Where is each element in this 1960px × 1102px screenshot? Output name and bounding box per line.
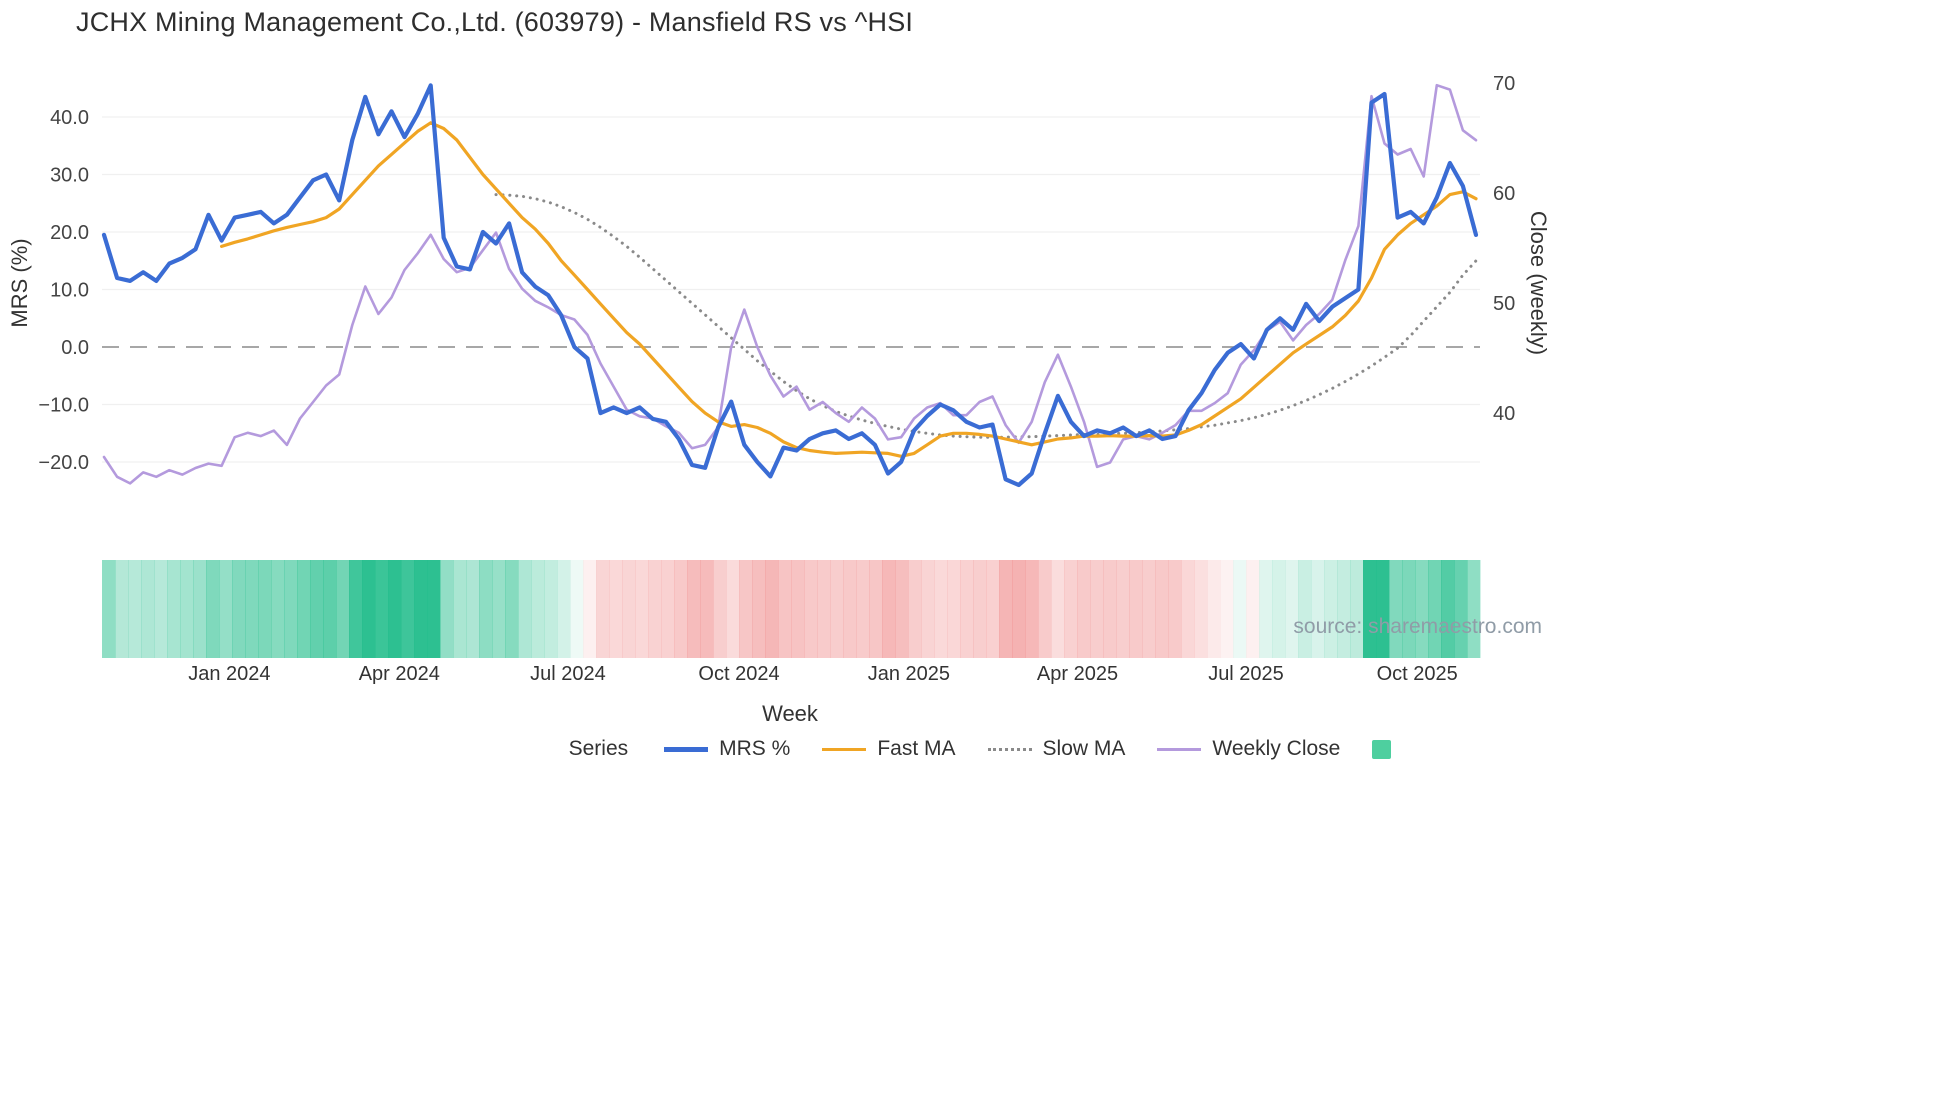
- legend-item-label: MRS %: [719, 737, 791, 760]
- left-tick-label: −20.0: [38, 452, 89, 474]
- series-line-mrs-: [101, 83, 1479, 488]
- gridlines: [102, 116, 1480, 463]
- left-tick-label: 40.0: [50, 107, 89, 129]
- weekly-close-line-swatch: [1157, 747, 1202, 751]
- series-line-slow-ma: [494, 193, 1478, 439]
- x-tick-label: Jul 2025: [1208, 663, 1284, 685]
- right-tick-label: 40: [1493, 403, 1515, 425]
- right-tick-label: 60: [1493, 183, 1515, 205]
- left-tick-label: 20.0: [50, 222, 89, 244]
- legend-item-label: Slow MA: [1042, 737, 1126, 760]
- legend-item-label: Weekly Close: [1212, 737, 1341, 760]
- slow-ma-line-swatch: [987, 747, 1032, 751]
- watermark: source: sharemaestro.com: [1293, 615, 1542, 638]
- x-tick-label: Jan 2025: [868, 663, 950, 685]
- axis-tick-labels: 40.0 30.0 20.0 10.0 0.0 −10.0 −20.0 70 60 50 40 Jan…: [38, 73, 1515, 685]
- legend-item-label: Fast MA: [877, 737, 956, 760]
- legend-item-weekly-close[interactable]: Weekly Close: [1157, 737, 1340, 761]
- x-tick-label: Jan 2024: [188, 663, 270, 685]
- x-tick-label: Oct 2025: [1377, 663, 1458, 685]
- chart-title: JCHX Mining Management Co.,Ltd. (603979)…: [76, 7, 914, 37]
- left-tick-label: 10.0: [50, 280, 89, 302]
- heatmap-legend-swatch[interactable]: [1372, 739, 1392, 759]
- fast-ma-line-swatch: [822, 747, 867, 751]
- strength-strip: [102, 560, 1481, 658]
- x-tick-label: Jul 2024: [530, 663, 606, 685]
- legend-title: Series: [568, 737, 629, 760]
- legend: Series MRS % Fast MA Slow MA Weekly Clos…: [0, 737, 1960, 761]
- series-line-fast-ma: [220, 121, 1478, 458]
- x-tick-label: Apr 2024: [359, 663, 440, 685]
- x-tick-label: Apr 2025: [1037, 663, 1118, 685]
- x-tick-label: Oct 2024: [698, 663, 779, 685]
- mrs-line-swatch: [664, 746, 709, 752]
- left-tick-label: 30.0: [50, 165, 89, 187]
- legend-item-fast-ma[interactable]: Fast MA: [822, 737, 956, 761]
- right-tick-label: 70: [1493, 73, 1515, 95]
- series-lines: [101, 83, 1479, 488]
- x-axis-title: Week: [762, 701, 818, 726]
- right-tick-label: 50: [1493, 293, 1515, 315]
- left-tick-label: −10.0: [38, 395, 89, 417]
- legend-item-slow-ma[interactable]: Slow MA: [987, 737, 1126, 761]
- legend-item-mrs[interactable]: MRS %: [664, 737, 790, 761]
- series-line-weekly-close: [102, 83, 1478, 485]
- left-tick-label: 0.0: [61, 337, 89, 359]
